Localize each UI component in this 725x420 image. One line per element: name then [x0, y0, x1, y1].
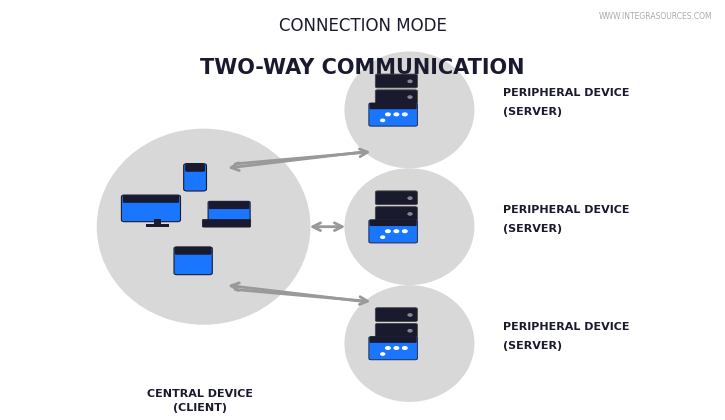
Circle shape	[394, 346, 399, 349]
Ellipse shape	[344, 168, 474, 285]
Text: PERIPHERAL DEVICE: PERIPHERAL DEVICE	[503, 88, 630, 98]
Text: CONNECTION MODE: CONNECTION MODE	[278, 17, 447, 35]
FancyArrowPatch shape	[312, 223, 342, 231]
FancyBboxPatch shape	[209, 202, 249, 209]
Circle shape	[381, 119, 385, 121]
Text: CENTRAL DEVICE: CENTRAL DEVICE	[147, 388, 253, 399]
Ellipse shape	[96, 129, 310, 325]
Text: WWW.INTEGRASOURCES.COM: WWW.INTEGRASOURCES.COM	[599, 12, 713, 21]
FancyBboxPatch shape	[146, 224, 168, 227]
Text: PERIPHERAL DEVICE: PERIPHERAL DEVICE	[503, 205, 630, 215]
Ellipse shape	[344, 52, 474, 168]
Circle shape	[394, 113, 399, 116]
FancyBboxPatch shape	[175, 247, 212, 255]
FancyBboxPatch shape	[121, 195, 181, 222]
FancyBboxPatch shape	[202, 219, 251, 227]
Text: TWO-WAY COMMUNICATION: TWO-WAY COMMUNICATION	[200, 58, 525, 78]
Circle shape	[408, 330, 412, 332]
Circle shape	[386, 230, 390, 233]
Circle shape	[408, 80, 412, 82]
FancyBboxPatch shape	[376, 323, 418, 337]
Circle shape	[408, 197, 412, 199]
FancyBboxPatch shape	[370, 220, 417, 226]
Ellipse shape	[344, 285, 474, 402]
FancyArrowPatch shape	[231, 152, 363, 171]
FancyBboxPatch shape	[376, 74, 418, 88]
FancyBboxPatch shape	[185, 164, 205, 172]
Circle shape	[402, 346, 407, 349]
Circle shape	[408, 314, 412, 316]
FancyBboxPatch shape	[376, 90, 418, 104]
FancyBboxPatch shape	[376, 207, 418, 220]
Circle shape	[402, 230, 407, 233]
Circle shape	[381, 236, 385, 238]
Circle shape	[381, 353, 385, 355]
Circle shape	[408, 213, 412, 215]
Circle shape	[386, 346, 390, 349]
Text: (SERVER): (SERVER)	[503, 224, 563, 234]
Text: PERIPHERAL DEVICE: PERIPHERAL DEVICE	[503, 322, 630, 332]
Circle shape	[386, 113, 390, 116]
FancyBboxPatch shape	[154, 219, 162, 225]
FancyBboxPatch shape	[369, 220, 418, 243]
FancyBboxPatch shape	[376, 191, 418, 205]
Circle shape	[408, 96, 412, 98]
FancyArrowPatch shape	[231, 283, 363, 302]
FancyBboxPatch shape	[369, 103, 418, 126]
FancyBboxPatch shape	[370, 337, 417, 343]
FancyBboxPatch shape	[376, 308, 418, 321]
FancyArrowPatch shape	[236, 289, 368, 304]
FancyBboxPatch shape	[123, 195, 179, 203]
FancyBboxPatch shape	[174, 247, 212, 275]
FancyBboxPatch shape	[183, 163, 207, 191]
Circle shape	[402, 113, 407, 116]
FancyBboxPatch shape	[369, 336, 418, 360]
FancyBboxPatch shape	[370, 103, 417, 109]
FancyBboxPatch shape	[208, 201, 250, 222]
FancyArrowPatch shape	[236, 149, 368, 164]
Text: (SERVER): (SERVER)	[503, 341, 563, 351]
Circle shape	[394, 230, 399, 233]
Text: (CLIENT): (CLIENT)	[173, 403, 227, 413]
Text: (SERVER): (SERVER)	[503, 107, 563, 117]
